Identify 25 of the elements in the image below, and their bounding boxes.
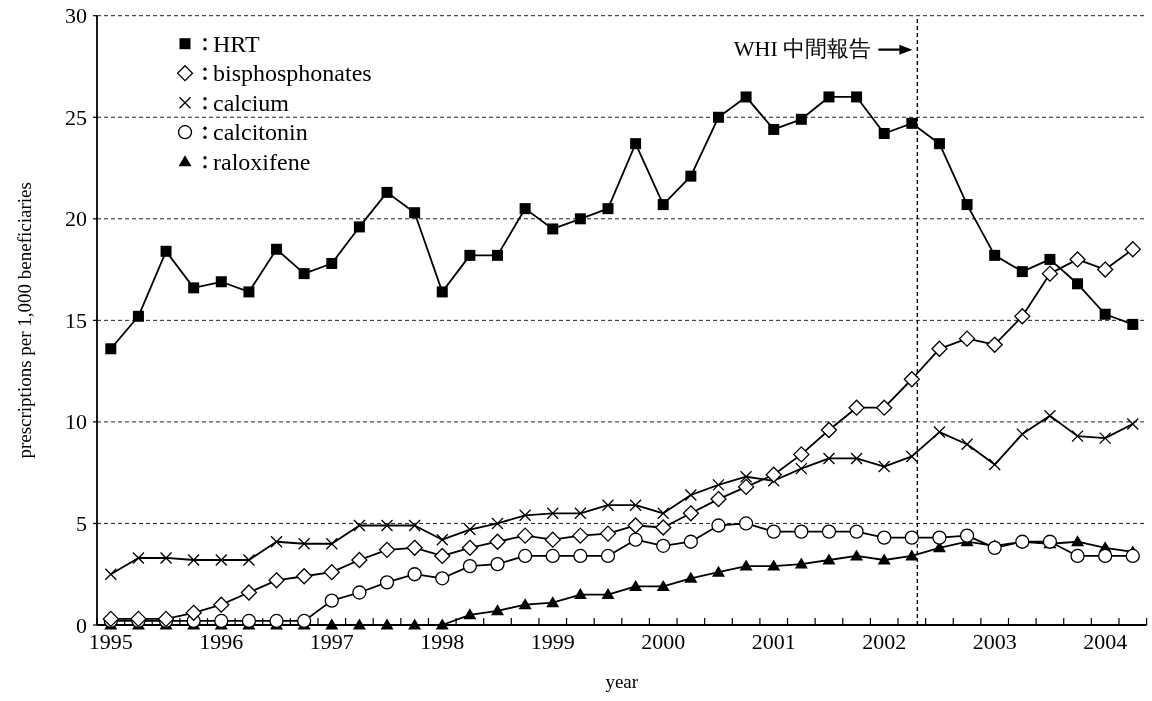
legend-label: bisphosphonates bbox=[213, 60, 372, 87]
x-tick-label: 1997 bbox=[309, 629, 354, 654]
x-tick-label: 2000 bbox=[641, 629, 686, 654]
x-tick-label: 2004 bbox=[1083, 629, 1128, 654]
y-tick-label: 5 bbox=[76, 510, 87, 536]
x-tick-label: 2003 bbox=[972, 629, 1017, 654]
y-tick-label: 25 bbox=[65, 104, 87, 130]
legend-label: raloxifene bbox=[213, 148, 311, 175]
y-axis-title: prescriptions per 1,000 beneficiaries bbox=[13, 182, 35, 459]
legend-label: HRT bbox=[213, 30, 260, 57]
x-tick-label: 2002 bbox=[862, 629, 907, 654]
y-tick-label: 30 bbox=[65, 3, 87, 29]
x-tick-label: 1996 bbox=[199, 629, 244, 654]
x-tick-label: 1998 bbox=[420, 629, 465, 654]
x-tick-label: 1999 bbox=[530, 629, 575, 654]
y-tick-label: 15 bbox=[65, 307, 87, 333]
x-tick-label: 1995 bbox=[88, 629, 133, 654]
y-tick-label: 10 bbox=[65, 409, 87, 435]
legend-label: calcium bbox=[213, 89, 290, 116]
legend-label: calcitonin bbox=[213, 119, 308, 146]
y-tick-label: 20 bbox=[65, 206, 87, 232]
x-axis-title: year bbox=[605, 671, 639, 692]
x-tick-label: 2001 bbox=[751, 629, 796, 654]
ref-line-label: WHI 中間報告 bbox=[733, 36, 872, 62]
y-tick-label: 0 bbox=[76, 612, 87, 638]
